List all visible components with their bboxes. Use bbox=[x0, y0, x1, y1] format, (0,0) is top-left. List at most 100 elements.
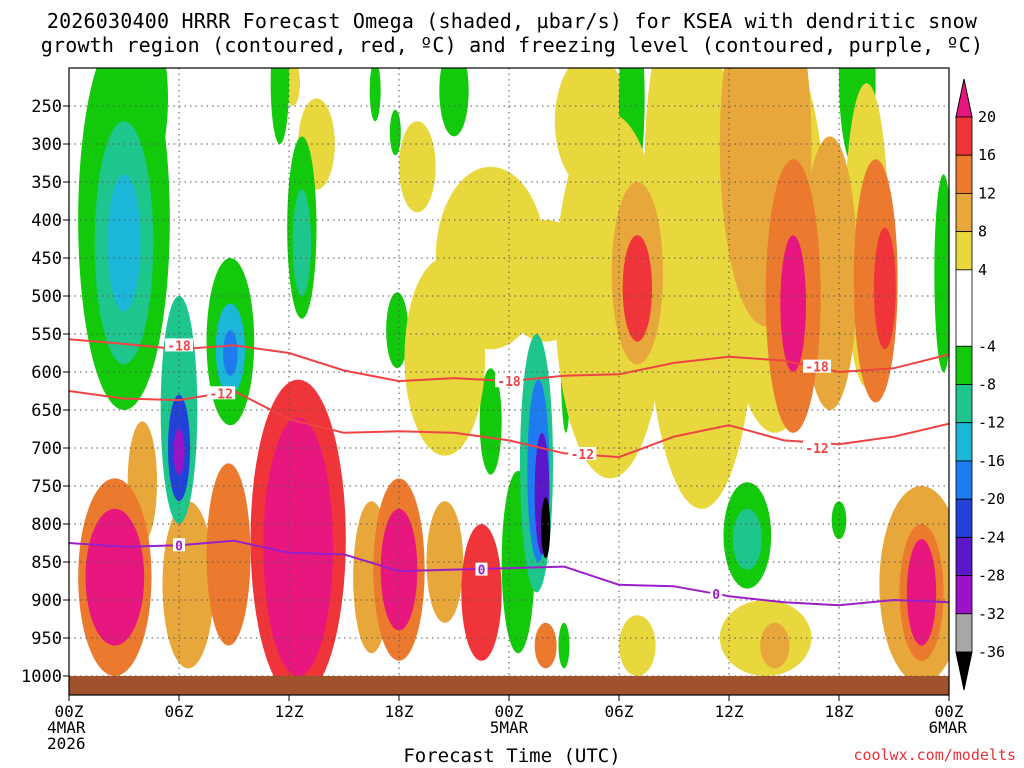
dgz-contour-label-group: -12 bbox=[568, 447, 597, 463]
x-tick-label: 00Z bbox=[935, 702, 964, 721]
colorbar-band bbox=[955, 613, 973, 653]
dgz-contour-label: -12 bbox=[805, 442, 828, 457]
y-tick-label: 900 bbox=[31, 591, 62, 611]
dgz-contour-label-group: -18 bbox=[165, 338, 193, 354]
y-tick-label: 1000 bbox=[21, 667, 62, 687]
dgz-contour-label-group: -12 bbox=[207, 386, 236, 402]
colorbar-label: -20 bbox=[978, 490, 1005, 508]
y-tick-label: 300 bbox=[31, 135, 62, 155]
colorbar-label: -32 bbox=[978, 605, 1005, 623]
y-tick-label: 400 bbox=[31, 211, 62, 231]
colorbar-band bbox=[955, 498, 973, 538]
colorbar-label: 16 bbox=[978, 146, 996, 164]
x-tick-label: 2026 bbox=[47, 734, 86, 753]
omega-region bbox=[369, 68, 381, 122]
x-tick-label: 00Z bbox=[55, 702, 84, 721]
dgz-contour-label-bg bbox=[568, 447, 597, 461]
freezing-contour-label: 0 bbox=[175, 539, 183, 554]
colorbar-band bbox=[955, 384, 973, 424]
colorbar-label: 20 bbox=[978, 108, 996, 126]
y-axis-pressure: 250 300 350 400 450 500 550 600 650 700 750 800 850 9… bbox=[21, 97, 69, 687]
colorbar-label: -24 bbox=[978, 528, 1005, 546]
x-tick-label: 06Z bbox=[165, 702, 194, 721]
y-tick-label: 550 bbox=[31, 325, 62, 345]
x-tick-label: 5MAR bbox=[490, 718, 529, 737]
colorbar-arrow-bottom bbox=[955, 651, 973, 691]
freezing-contour-label: 0 bbox=[712, 588, 720, 603]
omega-region bbox=[426, 501, 464, 623]
omega-region bbox=[873, 227, 896, 350]
freezing-contour-label-group: 0 bbox=[173, 538, 185, 554]
omega-region bbox=[223, 330, 238, 376]
dgz-contour-label: -12 bbox=[571, 448, 594, 463]
colorbar-label: -16 bbox=[978, 452, 1005, 470]
terrain-strip bbox=[69, 676, 949, 695]
y-tick-label: 350 bbox=[31, 173, 62, 193]
omega-region bbox=[85, 508, 145, 646]
colorbar-band bbox=[955, 536, 973, 576]
colorbar-label: 8 bbox=[978, 223, 987, 241]
omega-region bbox=[386, 292, 409, 369]
y-tick-label: 850 bbox=[31, 553, 62, 573]
y-tick-label: 700 bbox=[31, 439, 62, 459]
colorbar-band bbox=[955, 116, 973, 156]
omega-region bbox=[263, 417, 333, 676]
contour-lines-layer: -18 -12 -18 -12 -18 -12 0 0 0 bbox=[69, 338, 949, 607]
y-tick-label: 750 bbox=[31, 477, 62, 497]
y-tick-label: 650 bbox=[31, 401, 62, 421]
dgz-contour-label-bg bbox=[803, 441, 831, 454]
x-tick-label: 6MAR bbox=[928, 718, 967, 737]
x-axis-title: Forecast Time (UTC) bbox=[403, 745, 621, 767]
colorbar-label: -8 bbox=[978, 376, 996, 394]
freezing-contour-label-group: 0 bbox=[710, 586, 723, 603]
x-tick-label: 12Z bbox=[715, 702, 744, 721]
colorbar-band bbox=[955, 193, 973, 233]
freezing-contour-label-bg bbox=[173, 538, 185, 552]
colorbar-band bbox=[955, 231, 973, 271]
omega-region bbox=[558, 622, 570, 669]
colorbar-label: 4 bbox=[978, 261, 987, 279]
y-tick-label: 250 bbox=[31, 97, 62, 117]
dgz-contour-label-group: -18 bbox=[495, 374, 523, 390]
omega-region bbox=[780, 235, 807, 372]
omega-region bbox=[292, 189, 312, 296]
omega-region bbox=[439, 68, 469, 137]
omega-region bbox=[760, 622, 790, 669]
colorbar-band bbox=[955, 575, 973, 615]
omega-region bbox=[162, 501, 214, 669]
omega-region bbox=[534, 622, 557, 669]
colorbar-band bbox=[955, 269, 973, 347]
x-tick-label: 4MAR bbox=[47, 718, 86, 737]
omega-region bbox=[404, 258, 486, 456]
dgz-contour-label-bg bbox=[495, 374, 523, 388]
freezing-level-contour bbox=[69, 539, 949, 607]
dgz-contour-label-group: -12 bbox=[803, 441, 831, 457]
omega-region bbox=[541, 497, 551, 559]
chart-title-line-1: 2026030400 HRRR Forecast Omega (shaded, … bbox=[46, 9, 978, 33]
omega-region bbox=[270, 68, 289, 144]
dgz-contour-label: -18 bbox=[167, 339, 191, 354]
omega-region bbox=[173, 429, 185, 475]
freezing-contour-label: 0 bbox=[478, 564, 486, 579]
x-tick-label: 12Z bbox=[275, 702, 304, 721]
omega-region bbox=[934, 174, 949, 372]
dgz-contour-label-bg bbox=[803, 359, 831, 373]
freezing-contour-label-group: 0 bbox=[475, 562, 488, 579]
omega-region bbox=[622, 235, 652, 342]
y-tick-label: 500 bbox=[31, 287, 62, 307]
omega-region bbox=[461, 524, 502, 661]
dgz-contour-label: -18 bbox=[805, 361, 829, 376]
omega-region bbox=[107, 174, 141, 312]
x-tick-label: 06Z bbox=[605, 702, 634, 721]
y-tick-label: 450 bbox=[31, 249, 62, 269]
dgz-contour-label: -18 bbox=[497, 375, 521, 390]
y-tick-label: 600 bbox=[31, 363, 62, 383]
x-tick-label: 00Z bbox=[495, 702, 524, 721]
colorbar-band bbox=[955, 154, 973, 194]
colorbar-band bbox=[955, 422, 973, 462]
colorbar-label: -4 bbox=[978, 337, 996, 355]
colorbar-band bbox=[955, 460, 973, 500]
omega-region bbox=[399, 121, 436, 213]
